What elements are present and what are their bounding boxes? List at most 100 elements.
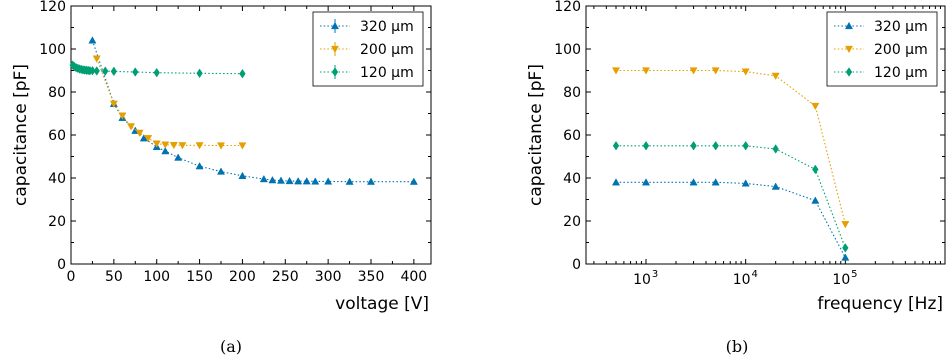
series-line-1 (91, 40, 414, 183)
x-tick-label: 300 (315, 269, 342, 285)
data-point (689, 178, 698, 186)
y-tick-label: 20 (48, 214, 66, 230)
x-tick-label: 400 (400, 269, 427, 285)
x-tick-label: 150 (186, 269, 213, 285)
x-tick-label-exponent: 3 (652, 269, 658, 280)
data-point (311, 177, 320, 185)
data-point (268, 176, 277, 184)
data-point (196, 68, 203, 79)
data-point (345, 177, 354, 185)
data-point (711, 67, 720, 75)
data-point (689, 67, 698, 75)
data-point (324, 177, 333, 185)
legend: 320 µm 200 µm 120 µm (826, 11, 938, 87)
y-tick-label: 0 (57, 257, 66, 273)
y-tick-label: 100 (554, 42, 581, 58)
data-point (812, 164, 819, 175)
legend: 320 µm 200 µm 120 µm (312, 11, 424, 87)
data-point (144, 135, 153, 143)
y-tick-label: 40 (48, 171, 66, 187)
series-line-2 (96, 58, 243, 147)
data-point (132, 67, 139, 77)
data-point (409, 177, 418, 185)
data-point (302, 177, 311, 185)
data-point (712, 140, 719, 151)
series-line-1 (616, 181, 846, 258)
data-point (771, 72, 780, 80)
legend-marker (845, 67, 853, 77)
data-point (641, 67, 651, 75)
x-tick-label: 10 (832, 272, 850, 288)
data-point (711, 178, 720, 186)
data-point (92, 55, 101, 63)
legend-label: 200 µm (360, 42, 414, 58)
x-tick-label: 0 (67, 269, 76, 285)
data-point (771, 182, 780, 190)
data-point (276, 176, 286, 184)
x-tick-label: 50 (105, 269, 123, 285)
data-point (612, 140, 620, 151)
data-point (611, 67, 621, 75)
y-tick-label: 80 (563, 85, 581, 101)
data-point (161, 147, 170, 155)
data-point (109, 100, 118, 108)
x-axis-label: frequency [Hz] (817, 294, 943, 314)
y-tick-label: 60 (563, 128, 581, 144)
legend-label: 320 µm (874, 19, 928, 35)
series-line-3 (616, 145, 846, 249)
data-point (741, 68, 750, 76)
legend-label: 320 µm (360, 19, 414, 35)
y-tick-label: 60 (48, 128, 66, 144)
data-point (742, 140, 749, 151)
data-point (153, 67, 160, 78)
data-point (294, 177, 303, 185)
data-point (772, 144, 779, 154)
data-point (239, 68, 246, 79)
data-point (89, 65, 96, 76)
data-point (169, 141, 178, 150)
series-line-2 (616, 69, 846, 225)
x-tick-label-exponent: 5 (851, 269, 857, 280)
y-tick-label: 80 (48, 85, 66, 101)
data-point (195, 142, 204, 150)
data-point (152, 140, 161, 148)
data-point (841, 253, 850, 261)
y-tick-label: 120 (39, 0, 66, 15)
data-point (93, 66, 100, 76)
y-tick-label: 100 (39, 42, 66, 58)
legend-label: 120 µm (360, 65, 414, 81)
data-point (216, 167, 226, 175)
x-tick-label: 250 (272, 269, 299, 285)
data-point (841, 221, 850, 229)
y-axis-label: capacitance [pF] (11, 64, 31, 206)
data-point (259, 174, 268, 183)
panel-caption: (b) (726, 337, 749, 356)
legend-label: 200 µm (874, 42, 928, 58)
data-point (126, 123, 136, 131)
legend-marker (844, 21, 854, 30)
data-point (741, 179, 750, 187)
data-point (238, 142, 247, 150)
data-point (641, 178, 651, 186)
legend-marker (844, 45, 854, 54)
data-point (611, 178, 621, 186)
data-point (118, 112, 127, 120)
data-point (195, 162, 204, 170)
data-point (102, 66, 109, 76)
data-point (285, 176, 294, 185)
panel-caption: (a) (220, 337, 242, 356)
data-point (842, 243, 849, 253)
y-tick-label: 40 (563, 171, 581, 187)
data-point (178, 142, 187, 150)
x-tick-label: 10 (733, 272, 751, 288)
data-point (161, 141, 170, 149)
x-tick-label: 200 (229, 269, 256, 285)
data-point (88, 36, 97, 44)
data-point (642, 140, 650, 151)
chart-panel-1: 0 20 40 60 80 100 120 0 50 100 150 200 250 300 350 400 v… (11, 0, 432, 356)
legend-label: 120 µm (874, 65, 928, 81)
x-tick-label: 350 (358, 269, 385, 285)
data-point (110, 66, 118, 77)
data-point (811, 196, 820, 204)
